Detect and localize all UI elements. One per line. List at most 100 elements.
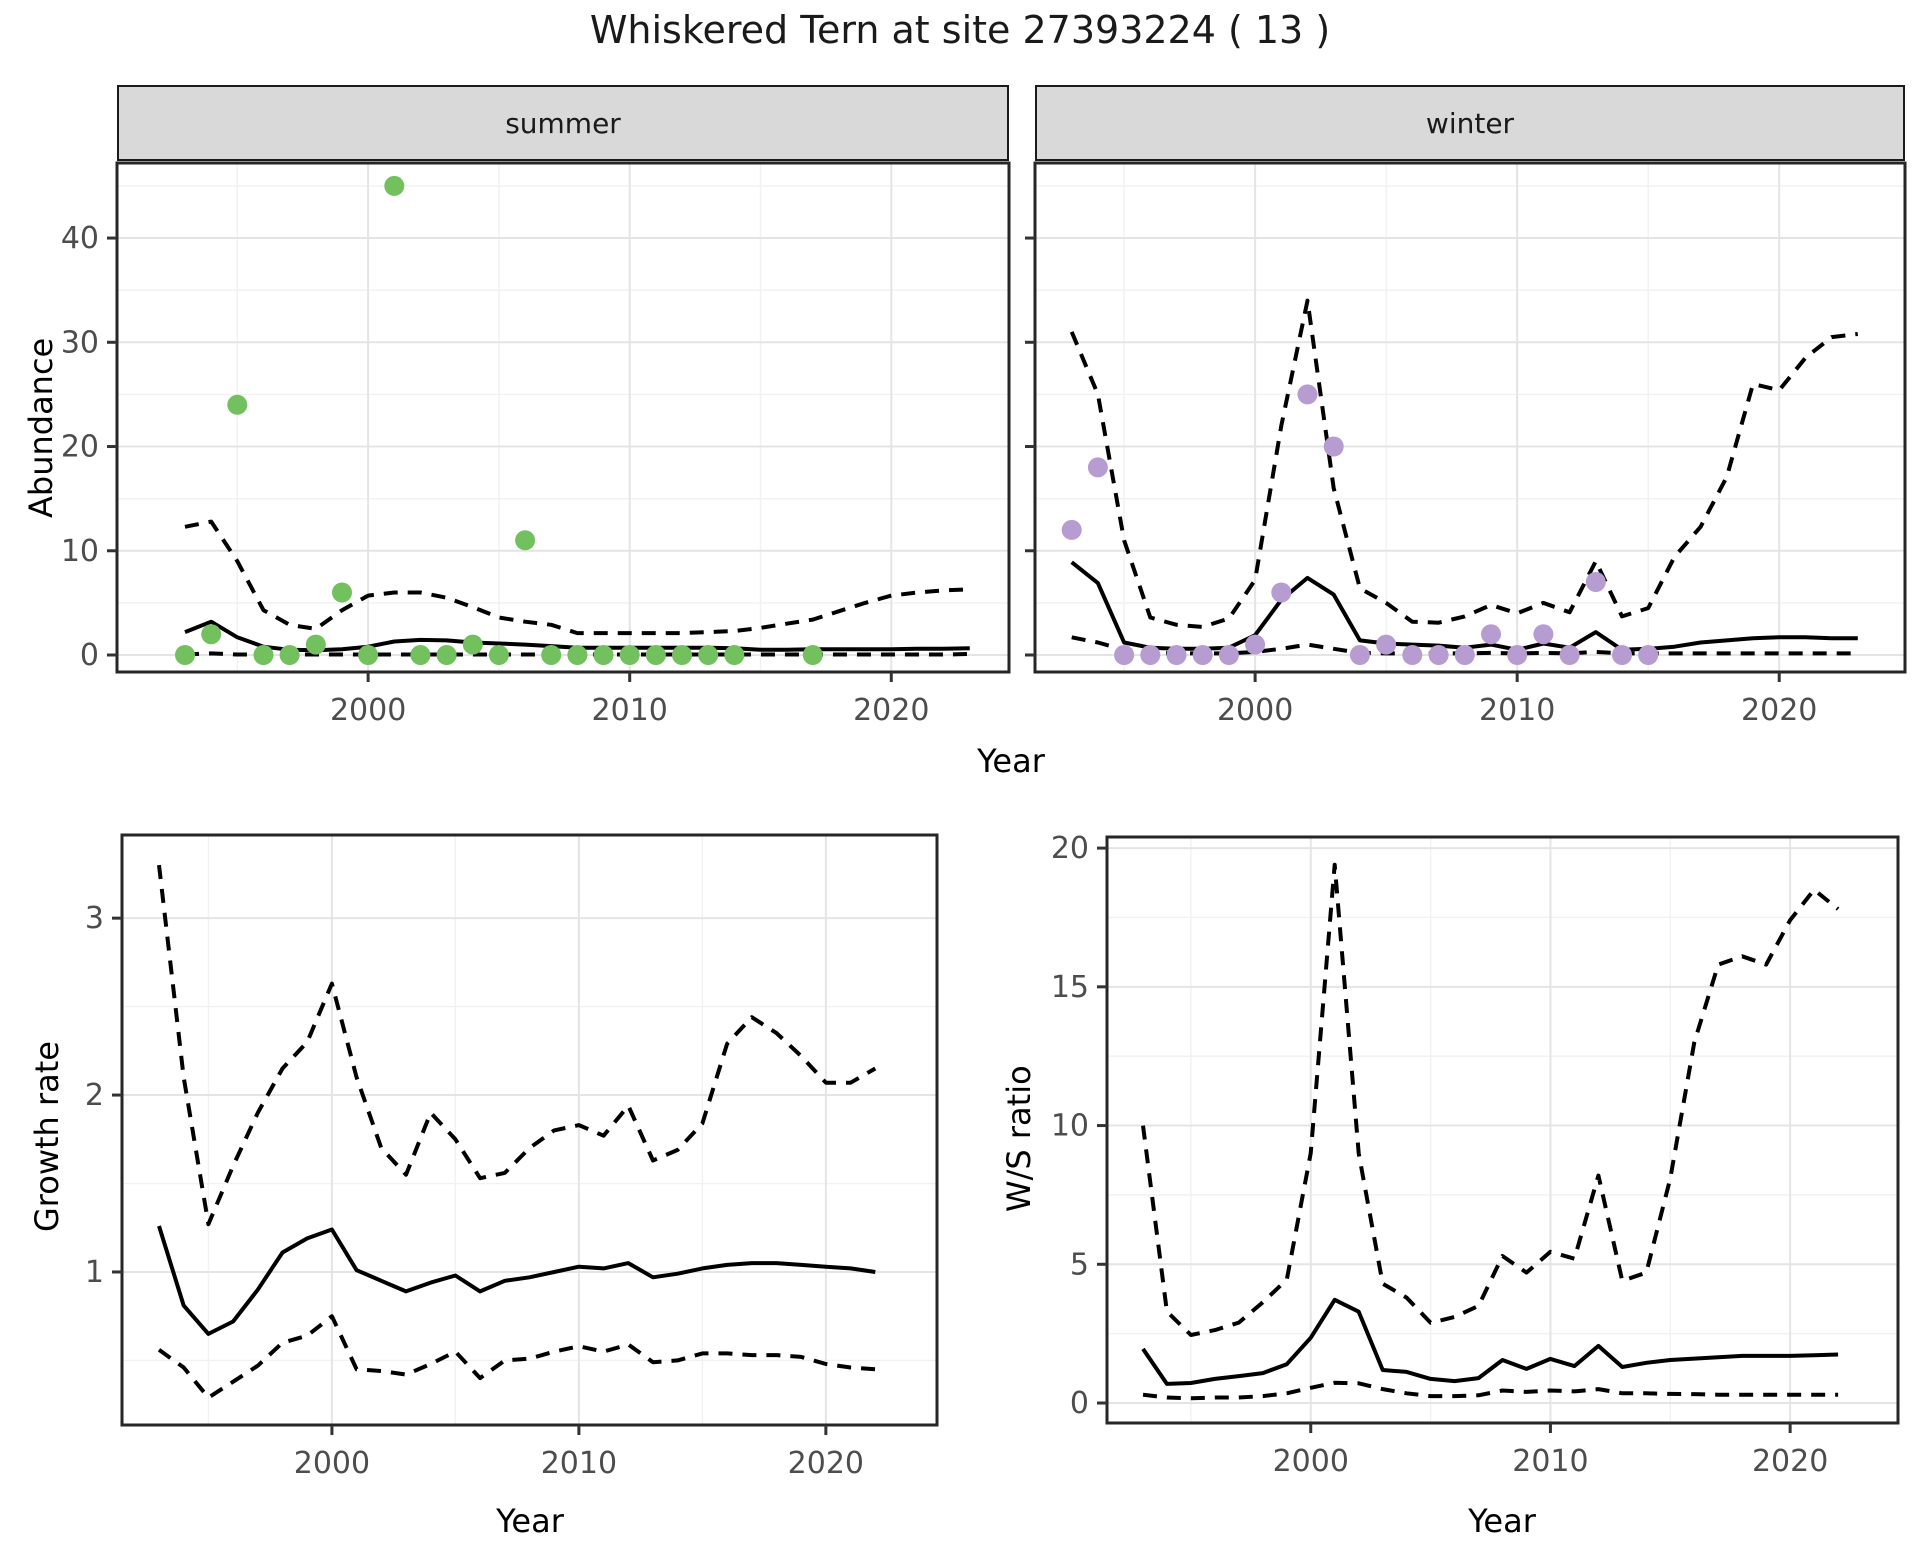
ci-upper-line	[1141, 862, 1840, 1337]
observation-point	[1192, 645, 1213, 665]
panel-abundance-summer: 2000 2010 2020 0 10 20 30 40	[61, 161, 1011, 728]
y-tick-label: 20	[1051, 831, 1089, 866]
observation-point	[1559, 645, 1580, 665]
observation-point	[384, 175, 405, 196]
observation-point	[515, 530, 536, 551]
median-line	[1141, 1297, 1839, 1386]
observation-point	[1245, 634, 1266, 655]
observation-point	[1349, 645, 1370, 665]
observation-point	[1323, 436, 1344, 457]
x-tick-label: 2020	[1752, 1444, 1828, 1479]
y-tick-label: 20	[61, 430, 99, 465]
facet-strip-winter-label: winter	[1425, 106, 1515, 140]
observation-point	[1297, 384, 1318, 405]
ci-lower-line	[1142, 1380, 1839, 1401]
observation-point	[358, 645, 379, 665]
y-tick-label: 2	[85, 1078, 104, 1113]
observation-point	[1166, 645, 1187, 665]
observation-point	[672, 645, 692, 665]
x-axis-title-ws: Year	[1468, 1502, 1536, 1540]
facet-strip-summer: summer	[117, 85, 1009, 161]
chart-title: Whiskered Tern at site 27393224 ( 13 )	[589, 8, 1331, 52]
observation-point	[1585, 572, 1606, 592]
x-tick-label: 2020	[1741, 693, 1817, 728]
observation-point	[1061, 519, 1082, 540]
facet-strip-summer-label: summer	[505, 106, 621, 140]
panel-border	[1105, 835, 1900, 1425]
observation-point	[279, 645, 300, 665]
observation-point	[1218, 645, 1239, 665]
x-tick-label: 2000	[1273, 1444, 1349, 1479]
observation-point	[1454, 645, 1475, 665]
y-tick-label: 3	[85, 901, 104, 936]
observation-point	[462, 634, 483, 655]
y-tick-label: 0	[80, 638, 99, 673]
observation-point	[1507, 645, 1528, 665]
y-axis-title-ws-ratio: W/S ratio	[1000, 1065, 1038, 1212]
x-tick-label: 2020	[853, 693, 929, 728]
observation-point	[1271, 582, 1292, 603]
panel-border	[1033, 161, 1907, 674]
observation-point	[645, 645, 666, 665]
observation-points	[175, 175, 823, 665]
observation-point	[1481, 624, 1501, 645]
observation-point	[305, 634, 326, 655]
median-line	[157, 1225, 876, 1336]
observation-point	[410, 645, 431, 665]
observation-point	[201, 624, 222, 645]
observation-point	[724, 645, 745, 665]
observation-point	[593, 645, 614, 665]
observation-point	[1533, 624, 1554, 645]
observation-point	[1376, 634, 1397, 655]
panel-ws-ratio: 2000 2010 2020 0 5 10 15 20	[1051, 831, 1900, 1479]
x-tick-label: 2010	[592, 693, 668, 728]
panel-border	[115, 161, 1011, 674]
panel-abundance-winter: 2000 2010 2020	[1025, 161, 1907, 728]
y-tick-label: 10	[1051, 1109, 1089, 1144]
y-tick-label: 30	[61, 325, 99, 360]
x-tick-label: 2000	[330, 693, 406, 728]
x-tick-label: 2000	[294, 1446, 370, 1481]
panel-growth-rate: 2000 2010 2020 1 2 3	[85, 833, 939, 1481]
ci-lower-line	[157, 1314, 876, 1400]
x-tick-label: 2020	[788, 1446, 864, 1481]
ci-upper-line	[184, 519, 970, 636]
x-axis-title-top: Year	[977, 742, 1045, 780]
observation-point	[1428, 645, 1449, 665]
observation-point	[619, 645, 640, 665]
y-axis-title-growth-rate: Growth rate	[28, 1041, 66, 1232]
panel-border	[120, 833, 939, 1427]
observation-point	[1638, 645, 1659, 665]
observation-points	[1061, 384, 1659, 665]
y-tick-label: 0	[1070, 1386, 1089, 1421]
y-tick-label: 5	[1070, 1247, 1089, 1282]
observation-point	[1114, 645, 1135, 665]
observation-point	[567, 645, 588, 665]
y-tick-label: 10	[61, 534, 99, 569]
observation-point	[1087, 457, 1108, 478]
observation-point	[698, 645, 719, 665]
observation-point	[802, 645, 823, 665]
observation-point	[1612, 645, 1632, 665]
ci-upper-line	[1069, 298, 1859, 629]
observation-point	[332, 582, 352, 603]
x-tick-label: 2010	[1479, 693, 1555, 728]
y-tick-label: 15	[1051, 970, 1089, 1005]
x-tick-label: 2010	[1512, 1444, 1588, 1479]
observation-point	[1402, 645, 1423, 665]
observation-point	[175, 645, 195, 665]
y-tick-label: 1	[85, 1255, 104, 1290]
x-tick-label: 2000	[1217, 693, 1293, 728]
observation-point	[436, 645, 457, 665]
facet-strip-winter: winter	[1035, 85, 1905, 161]
observation-point	[227, 394, 248, 415]
x-tick-label: 2010	[541, 1446, 617, 1481]
observation-point	[253, 645, 274, 665]
observation-point	[1140, 645, 1161, 665]
observation-point	[488, 645, 509, 665]
observation-point	[541, 645, 562, 665]
y-tick-label: 40	[61, 221, 99, 256]
y-axis-title-abundance: Abundance	[22, 337, 60, 518]
